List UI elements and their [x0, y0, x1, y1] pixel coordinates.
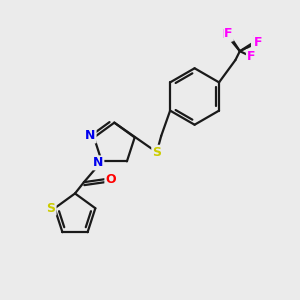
Text: O: O — [105, 173, 116, 186]
Text: S: S — [152, 146, 161, 159]
Text: N: N — [85, 130, 96, 142]
Text: F: F — [222, 28, 231, 41]
Text: F: F — [254, 36, 262, 49]
Text: N: N — [93, 156, 104, 170]
Text: F: F — [224, 27, 233, 40]
Text: S: S — [46, 202, 56, 215]
Text: F: F — [252, 34, 260, 47]
Text: F: F — [247, 50, 255, 63]
